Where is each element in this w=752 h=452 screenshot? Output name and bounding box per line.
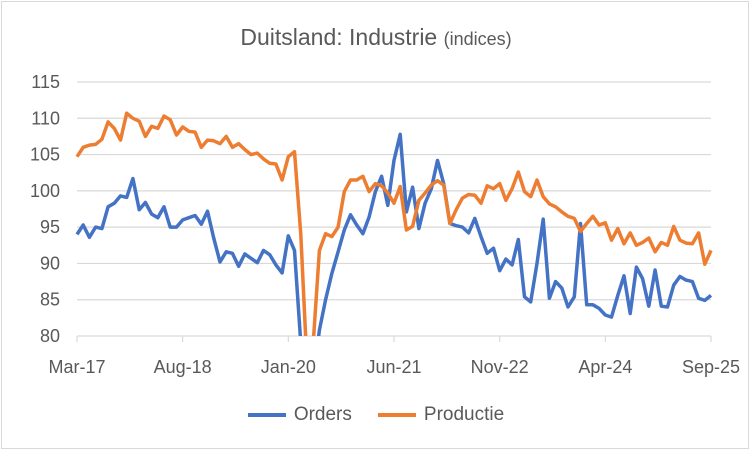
x-tick-label: Jun-21 [366,357,421,377]
x-tick-label: Aug-18 [154,357,212,377]
chart-title: Duitsland: Industrie (indices) [0,24,752,51]
x-tick-label: Sep-25 [682,357,740,377]
y-tick-label: 115 [31,72,60,92]
y-tick-label: 90 [40,253,60,273]
x-tick-label: Jan-20 [261,357,316,377]
y-tick-label: 110 [31,108,60,128]
y-tick-label: 80 [40,326,60,346]
y-axis-ticks: 80 85 90 95 100 105 110 115 [30,72,60,346]
legend-item-orders: Orders [247,404,352,426]
chart-title-main: Duitsland: Industrie [240,24,438,50]
y-tick-label: 85 [40,290,60,310]
y-tick-label: 100 [30,181,60,201]
x-tick-label: Apr-24 [578,357,632,377]
x-tick-label: Nov-22 [471,357,529,377]
x-axis-ticks: Mar-17 Aug-18 Jan-20 Jun-21 Nov-22 Apr-24 Sep-… [48,336,740,377]
x-tick-label: Mar-17 [48,357,105,377]
series-lines [75,111,713,336]
legend-swatch-orders [247,413,286,417]
legend-item-productie: Productie [377,404,505,426]
legend-label-productie: Productie [423,404,505,425]
series-line-productie [75,111,713,336]
y-tick-label: 105 [30,145,60,165]
legend: Orders Productie [0,404,752,426]
legend-swatch-productie [377,413,416,417]
series-line-orders [75,132,713,336]
y-tick-label: 95 [40,217,60,237]
legend-label-orders: Orders [293,404,352,425]
chart-subtitle: (indices) [443,29,512,49]
